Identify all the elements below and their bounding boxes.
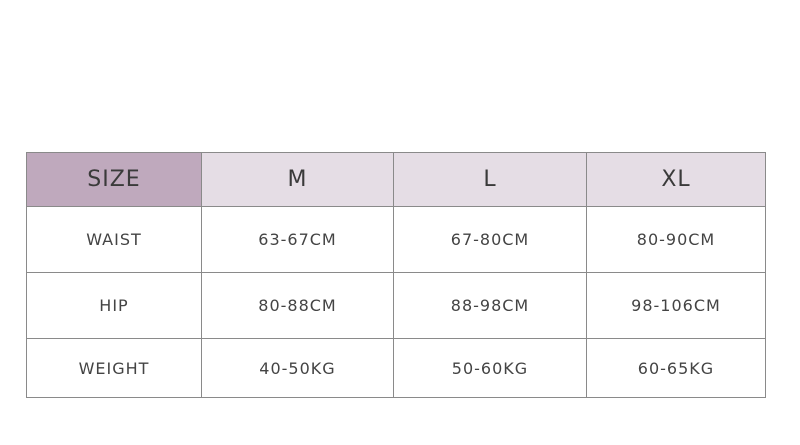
cell: 63-67CM [201,206,394,273]
cell: 98-106CM [586,272,766,339]
header-m: M [201,152,394,207]
table-row: WEIGHT 40-50KG 50-60KG 60-65KG [26,338,766,398]
row-label: HIP [26,272,202,339]
cell: 88-98CM [393,272,587,339]
header-size: SIZE [26,152,202,207]
header-l: L [393,152,587,207]
cell: 50-60KG [393,338,587,398]
cell: 80-88CM [201,272,394,339]
cell: 60-65KG [586,338,766,398]
size-chart-table: SIZE M L XL WAIST 63-67CM 67-80CM 80-90C… [26,152,766,398]
cell: 67-80CM [393,206,587,273]
row-label: WEIGHT [26,338,202,398]
cell: 40-50KG [201,338,394,398]
table-row: HIP 80-88CM 88-98CM 98-106CM [26,272,766,339]
header-xl: XL [586,152,766,207]
table-row: WAIST 63-67CM 67-80CM 80-90CM [26,206,766,273]
row-label: WAIST [26,206,202,273]
cell: 80-90CM [586,206,766,273]
header-row: SIZE M L XL [26,152,766,207]
